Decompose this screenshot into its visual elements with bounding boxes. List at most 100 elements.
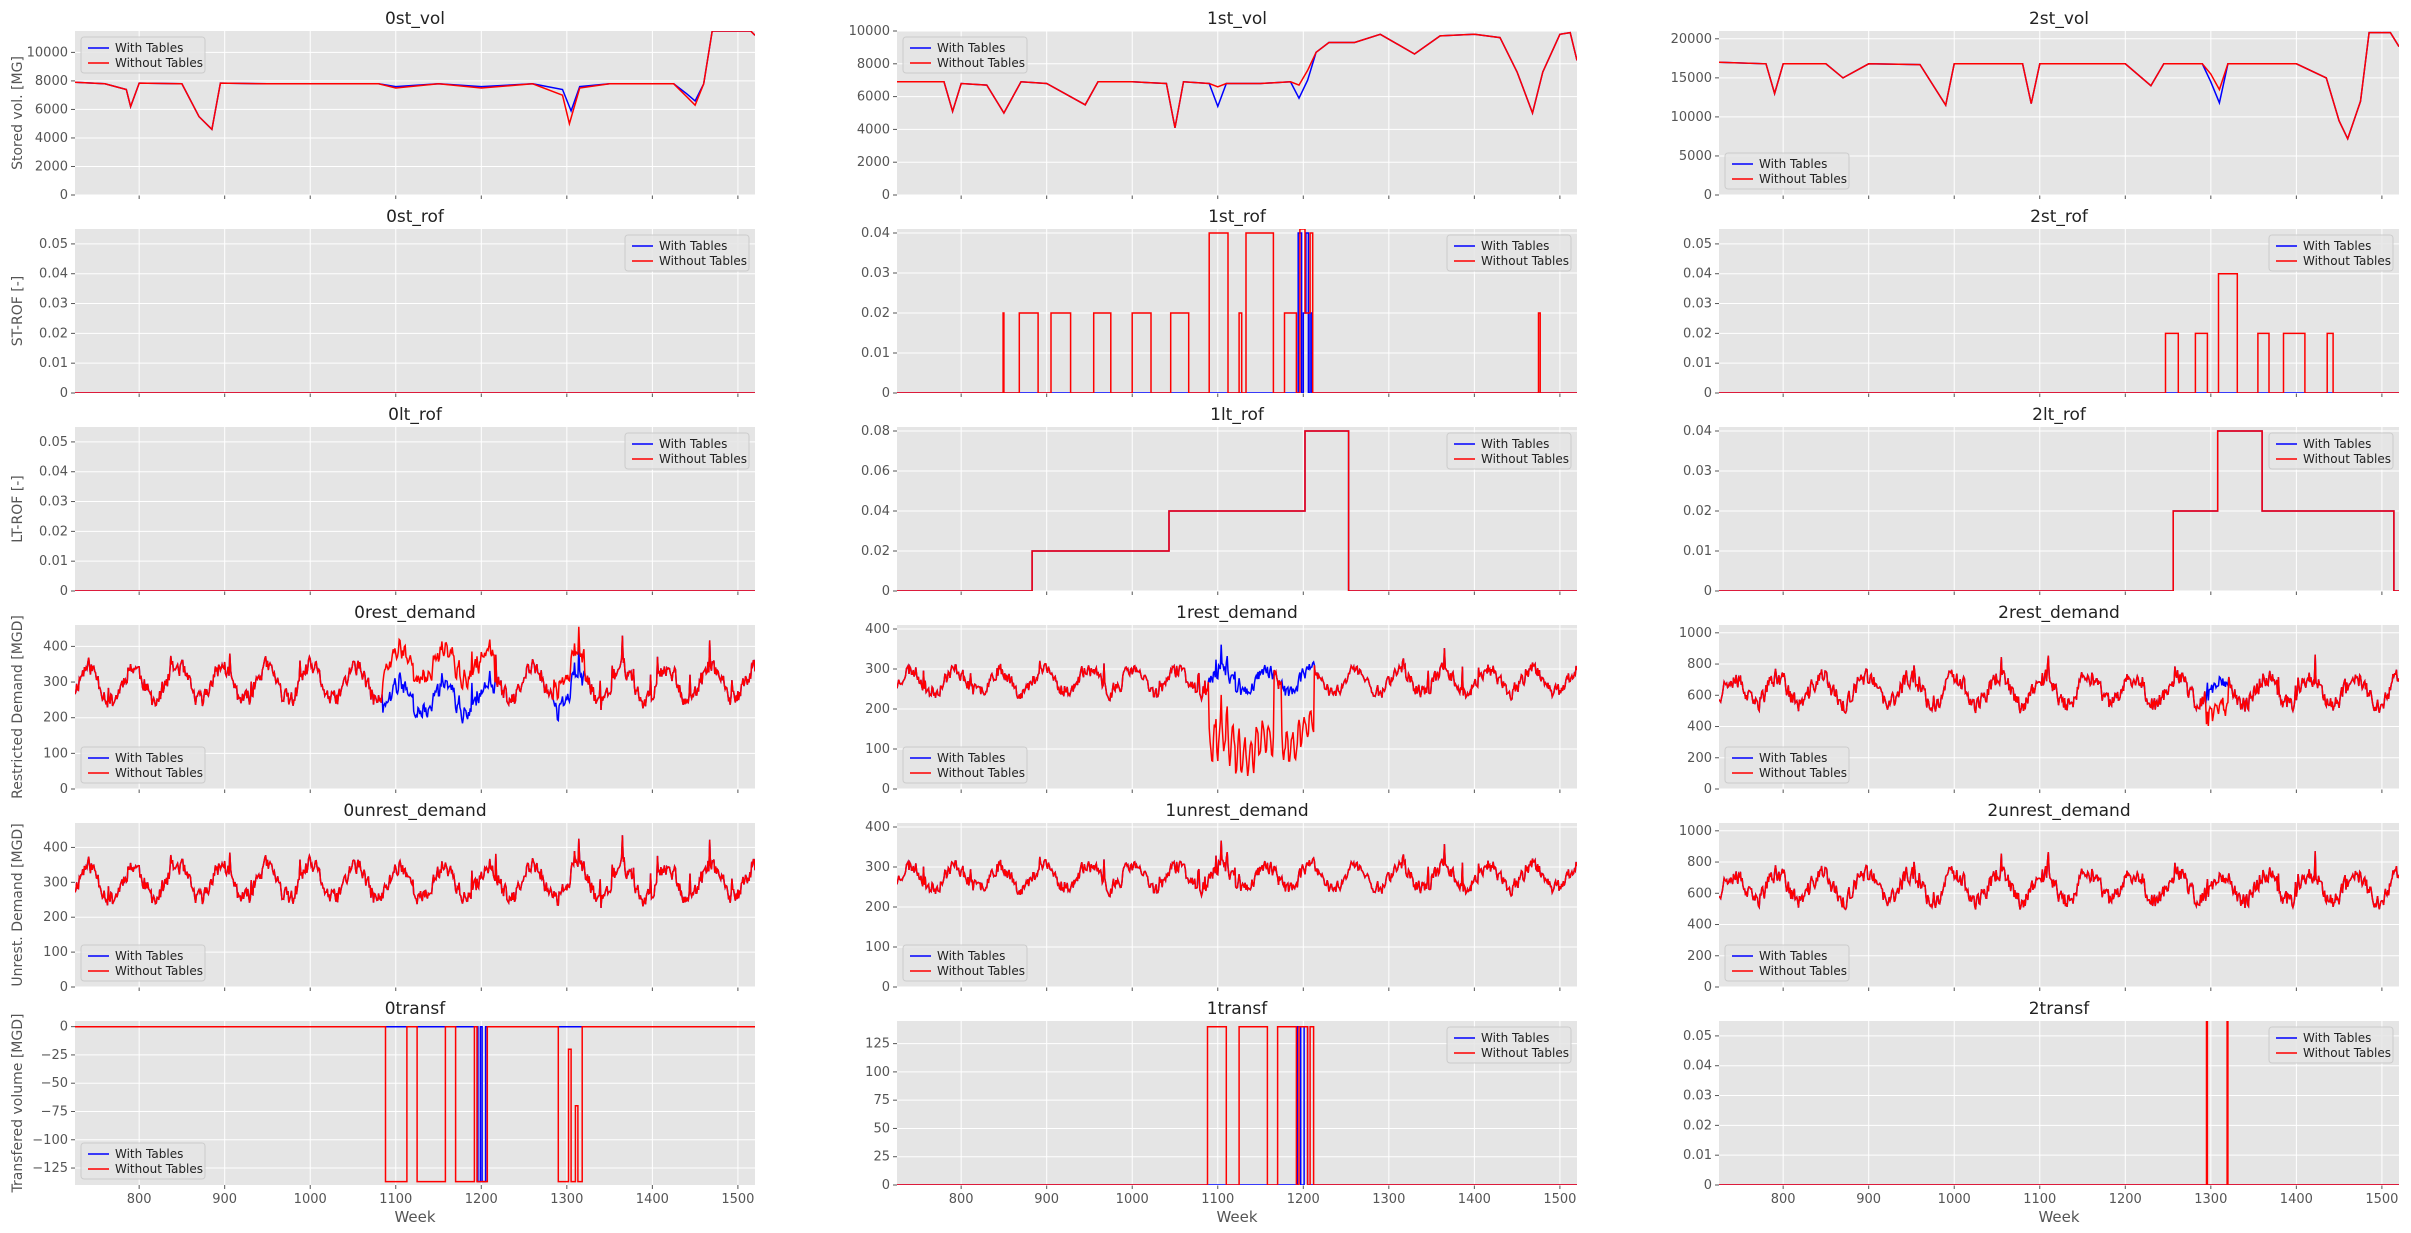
series-line-with-tables [75,1025,755,1183]
legend-box [1724,746,1850,784]
x-tick-label: 1300 [2194,1192,2227,1207]
legend-entry: With Tables [2303,1031,2371,1045]
y-tick-label: 0.08 [861,424,890,439]
legend-entry: With Tables [1759,157,1827,171]
legend-box [1446,234,1572,272]
y-tick-label: −75 [41,1104,68,1119]
y-tick-label: 0 [1704,386,1712,401]
y-tick-label: 75 [873,1093,890,1108]
y-tick-label: 400 [865,820,890,835]
x-tick-label: 1300 [550,1192,583,1207]
x-tick-label: 1000 [294,1192,327,1207]
legend-entry: Without Tables [937,766,1025,780]
y-tick-label: 200 [865,702,890,717]
legend-entry: Without Tables [115,1162,203,1176]
y-tick-label: 0.04 [1683,267,1712,282]
panel-title: 1rest_demand [1176,603,1298,623]
series-group [75,835,755,908]
series-group [897,31,1577,128]
x-tick-label: 1100 [379,1192,412,1207]
x-axis-label: Week [2038,1208,2079,1226]
y-tick-label: 800 [1687,855,1712,870]
panel-title: 0transf [385,999,447,1019]
series-group [1719,1021,2399,1185]
x-tick-label: 800 [949,1192,974,1207]
series-group [897,644,1577,776]
y-tick-label: 0.02 [39,524,68,539]
y-tick-label: 400 [865,622,890,637]
legend-entry: With Tables [115,949,183,963]
y-tick-label: 4000 [857,122,890,137]
y-tick-label: 400 [43,840,68,855]
legend-entry: Without Tables [1759,172,1847,186]
panel-0transf: 800 900 1000 1100 1200 1300 1400 1500 −125 −100 −7… [10,999,755,1226]
legend-entry: With Tables [937,41,1005,55]
panel-title: 1unrest_demand [1165,801,1308,821]
legend-box [1446,1026,1572,1064]
y-tick-label: −25 [41,1048,68,1063]
legend-box [1446,432,1572,470]
panel-1lt_rof: 0 0.02 0.04 0.06 0.08 1lt_rof With TablesWitho… [861,405,1577,599]
panel-title: 2st_rof [2030,207,2089,227]
legend-entry: With Tables [2303,437,2371,451]
y-tick-label: 0.01 [39,356,68,371]
panel-title: 2st_vol [2029,9,2089,29]
y-tick-label: 600 [1687,886,1712,901]
legend-entry: With Tables [1481,437,1549,451]
y-tick-label: 0 [882,188,890,203]
y-tick-label: 400 [1687,918,1712,933]
y-tick-label: 0.01 [1683,1148,1712,1163]
y-tick-label: 100 [865,940,890,955]
y-tick-label: 400 [1687,720,1712,735]
y-tick-label: 15000 [1671,71,1712,86]
legend-entry: Without Tables [1481,1046,1569,1060]
legend-entry: Without Tables [1759,766,1847,780]
legend-entry: Without Tables [659,254,747,268]
panel-1st_rof: 0 0.01 0.02 0.03 0.04 1st_rof With TablesWitho… [861,207,1577,401]
x-tick-label: 1200 [465,1192,498,1207]
y-tick-label: 0 [882,980,890,995]
panel-title: 1transf [1207,999,1269,1019]
panel-0unrest_demand: 0 100 200 300 400 0unrest_demand Unrest. Deman… [10,801,755,995]
y-tick-label: 0 [882,386,890,401]
series-line-without-tables [897,648,1577,776]
y-axis-label: Restricted Demand [MGD] [10,615,26,799]
series-group [897,840,1577,899]
panel-title: 0unrest_demand [343,801,486,821]
series-line-without-tables [75,626,755,711]
series-line-without-tables [75,835,755,908]
legend-entry: With Tables [1481,239,1549,253]
x-tick-label: 800 [1771,1192,1796,1207]
panel-title: 0st_vol [385,9,445,29]
series-line-without-tables [897,1025,1577,1185]
series-line-without-tables [897,840,1577,899]
legend-box [1724,152,1850,190]
series-line-without-tables [1719,31,2399,141]
y-tick-label: 0.06 [861,464,890,479]
legend-box [902,746,1028,784]
y-tick-label: −50 [41,1076,68,1091]
legend-entry: Without Tables [2303,452,2391,466]
legend-entry: Without Tables [937,56,1025,70]
series-group [75,1025,755,1183]
legend-box [902,944,1028,982]
y-tick-label: 0.04 [861,504,890,519]
panel-0lt_rof: 0 0.01 0.02 0.03 0.04 0.05 0lt_rof LT-ROF [-] Wi… [10,405,755,599]
series-line-without-tables [75,1025,755,1183]
y-tick-label: 8000 [35,74,68,89]
y-tick-label: 0.02 [1683,1118,1712,1133]
y-tick-label: −125 [32,1161,68,1176]
